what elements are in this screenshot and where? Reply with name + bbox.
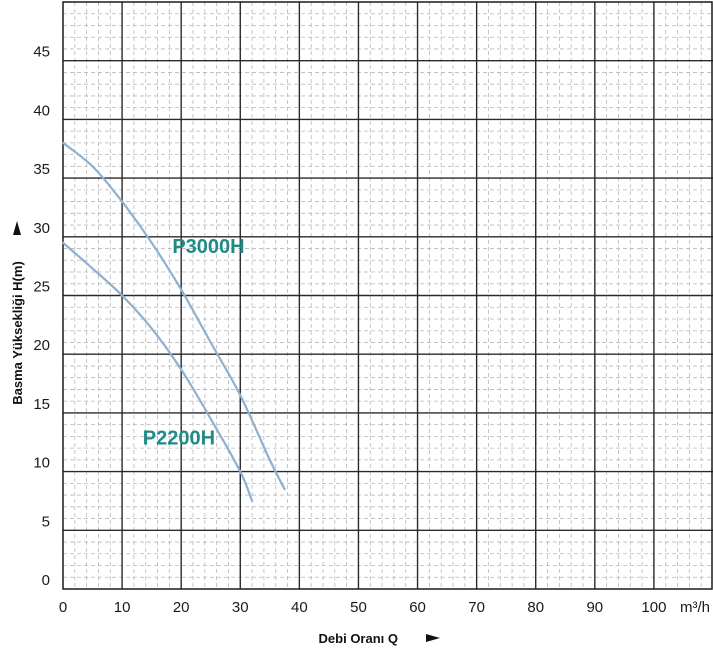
x-tick-label: 70 <box>468 599 485 616</box>
y-axis-title-text: Basma Yüksekliği H(m) <box>10 261 25 405</box>
x-axis-title-text: Debi Oranı Q <box>319 631 398 646</box>
x-axis-unit: m³/h <box>680 599 710 616</box>
series-lines <box>61 141 286 502</box>
series-line-p2200h <box>61 241 254 502</box>
y-axis-title: Basma Yüksekliği H(m) <box>10 221 25 405</box>
y-tick-label: 25 <box>33 279 50 296</box>
minor-grid <box>63 2 713 589</box>
y-tick-label: 30 <box>33 220 50 237</box>
x-tick-label: 80 <box>527 599 544 616</box>
y-tick-label: 0 <box>42 572 50 589</box>
x-tick-label: 0 <box>59 599 67 616</box>
x-axis-title: Debi Oranı Q <box>319 631 440 646</box>
x-tick-label: 60 <box>409 599 426 616</box>
y-tick-labels: 0 5 10 15 20 25 30 35 40 45 <box>33 44 50 589</box>
major-grid <box>63 2 713 589</box>
x-tick-label: 30 <box>232 599 249 616</box>
series-label-p3000h: P3000H <box>172 236 244 258</box>
y-tick-label: 40 <box>33 102 50 119</box>
y-tick-label: 10 <box>33 455 50 472</box>
y-tick-label: 45 <box>33 44 50 61</box>
y-tick-label: 35 <box>33 161 50 178</box>
y-tick-label: 15 <box>33 396 50 413</box>
series-labels: P3000H P2200H <box>143 236 245 449</box>
x-tick-label: 40 <box>291 599 308 616</box>
y-tick-label: 20 <box>33 337 50 354</box>
series-label-p2200h: P2200H <box>143 428 215 450</box>
x-tick-label: 20 <box>173 599 190 616</box>
series-line-p3000h <box>61 141 286 491</box>
x-tick-label: 50 <box>350 599 367 616</box>
x-tick-labels: 0 10 20 30 40 50 60 70 80 90 100 <box>59 599 667 616</box>
y-axis-arrow-icon <box>13 221 21 235</box>
x-tick-label: 100 <box>641 599 666 616</box>
y-tick-label: 5 <box>42 513 50 530</box>
x-axis-arrow-icon <box>426 634 440 642</box>
plot-border <box>62 1 713 590</box>
x-tick-label: 90 <box>586 599 603 616</box>
x-tick-label: 10 <box>114 599 131 616</box>
